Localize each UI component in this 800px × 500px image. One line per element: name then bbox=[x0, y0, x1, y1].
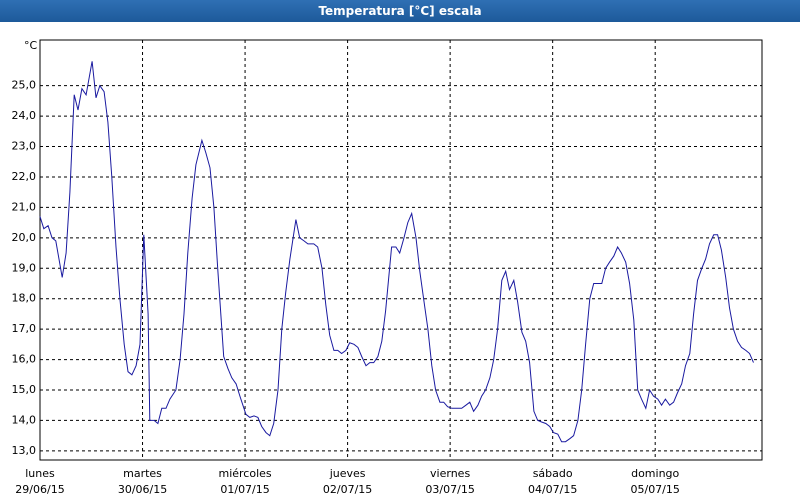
y-tick-label: 16,0 bbox=[12, 353, 37, 366]
x-tick-date: 02/07/15 bbox=[323, 483, 372, 496]
y-tick-label: 24,0 bbox=[12, 109, 37, 122]
y-tick-label: 17,0 bbox=[12, 322, 37, 335]
y-unit: °C bbox=[24, 39, 38, 52]
y-tick-label: 19,0 bbox=[12, 261, 37, 274]
chart: °C 13,0 14,0 15,0 16,0 17,0 18,0 19,0 20,0 21,0 2… bbox=[0, 22, 800, 500]
x-tick-date: 04/07/15 bbox=[528, 483, 577, 496]
x-tick-label: viernes bbox=[430, 467, 470, 480]
x-tick-date: 05/07/15 bbox=[630, 483, 679, 496]
x-tick-label: jueves bbox=[329, 467, 366, 480]
x-tick-label: martes bbox=[123, 467, 162, 480]
line bbox=[39, 61, 754, 443]
background bbox=[0, 22, 800, 500]
x-tick-label: lunes bbox=[25, 467, 55, 480]
y-tick-label: 14,0 bbox=[12, 413, 37, 426]
x-tick-label: domingo bbox=[631, 467, 679, 480]
y-tick-label: 21,0 bbox=[12, 200, 37, 213]
x-tick-label: miércoles bbox=[218, 467, 271, 480]
x-tick-label: sábado bbox=[533, 467, 573, 480]
y-tick-label: 22,0 bbox=[12, 170, 37, 183]
y-tick-label: 23,0 bbox=[12, 140, 37, 153]
plot-frame bbox=[39, 39, 763, 461]
y-tick-label: 13,0 bbox=[12, 444, 37, 457]
y-tick-label: 18,0 bbox=[12, 292, 37, 305]
title-bar: Temperatura [°C] escala bbox=[0, 0, 800, 22]
x-tick-date: 01/07/15 bbox=[220, 483, 269, 496]
y-tick-label: 20,0 bbox=[12, 231, 37, 244]
x-tick-date: 03/07/15 bbox=[425, 483, 474, 496]
y-tick-label: 25,0 bbox=[12, 79, 37, 92]
x-tick-date: 30/06/15 bbox=[118, 483, 167, 496]
x-tick-date: 29/06/15 bbox=[15, 483, 64, 496]
y-tick-label: 15,0 bbox=[12, 383, 37, 396]
